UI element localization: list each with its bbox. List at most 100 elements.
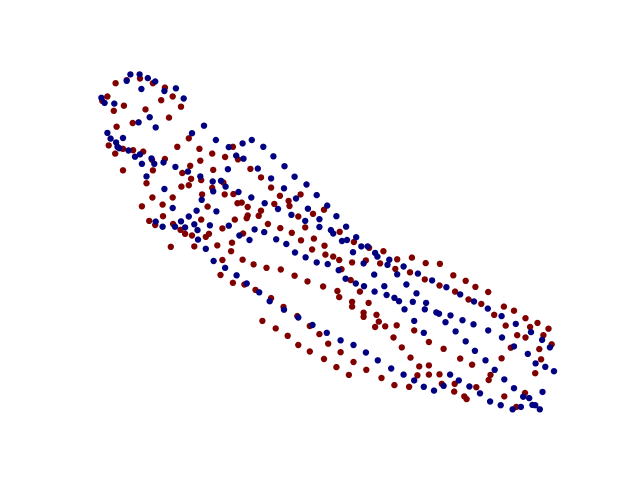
scatter-point-series1-78: [319, 283, 327, 290]
scatter-point-series2-146: [443, 284, 450, 291]
scatter-point-series1-202: [272, 325, 279, 332]
scatter-point-series2-83: [388, 365, 395, 372]
scatter-point-series2-21: [138, 160, 146, 167]
scatter-point-series1-112: [325, 340, 332, 347]
scatter-point-series2-12: [180, 95, 187, 102]
scatter-point-series2-26: [169, 204, 176, 212]
scatter-point-series1-146: [322, 251, 329, 258]
scatter-point-series1-104: [229, 279, 237, 286]
scatter-point-series2-128: [452, 328, 459, 335]
scatter-point-series2-106: [233, 152, 240, 159]
scatter-point-series1-21: [165, 114, 173, 121]
scatter-point-series1-1: [104, 93, 111, 100]
scatter-point-series2-36: [225, 222, 232, 229]
scatter-point-series1-16: [110, 107, 118, 115]
scatter-point-series1-7: [169, 93, 176, 100]
scatter-point-series1-114: [350, 358, 357, 366]
scatter-point-series2-14: [107, 135, 114, 142]
scatter-point-series2-122: [394, 271, 401, 278]
scatter-point-series2-28: [159, 223, 166, 230]
scatter-point-series2-20: [152, 124, 159, 131]
scatter-point-series1-58: [522, 315, 529, 322]
scatter-point-series2-67: [539, 388, 546, 396]
scatter-point-series1-99: [243, 215, 250, 222]
scatter-point-series1-68: [468, 361, 476, 368]
scatter-point-series2-184: [338, 237, 346, 245]
scatter-point-series2-31: [181, 224, 189, 231]
scatter-point-series1-32: [188, 232, 196, 239]
scatter-point-series1-93: [187, 162, 194, 169]
scatter-point-series1-140: [406, 269, 414, 276]
scatter-point-series2-173: [200, 122, 208, 129]
scatter-point-series2-62: [510, 343, 518, 350]
scatter-point-series2-49: [352, 280, 359, 287]
scatter-point-series1-176: [276, 192, 284, 199]
scatter-point-series2-162: [222, 183, 229, 190]
scatter-point-series2-108: [248, 136, 255, 144]
scatter-point-series1-79: [304, 278, 311, 285]
scatter-point-series2-176: [240, 155, 247, 162]
scatter-point-series2-121: [384, 261, 391, 268]
scatter-point-series2-151: [371, 249, 379, 257]
scatter-point-series2-180: [292, 195, 300, 202]
scatter-point-series2-138: [546, 344, 554, 351]
scatter-point-series2-116: [333, 213, 340, 220]
scatter-point-series2-54: [409, 298, 416, 305]
scatter-point-series2-52: [383, 291, 390, 299]
scatter-point-series2-109: [260, 143, 267, 150]
scatter-point-series1-145: [336, 256, 343, 264]
scatter-point-series2-142: [498, 312, 505, 320]
scatter-point-series1-40: [285, 197, 292, 205]
scatter-point-series1-168: [196, 145, 203, 152]
scatter-point-series2-183: [327, 226, 335, 234]
scatter-point-series1-76: [348, 298, 356, 305]
scatter-point-series1-121: [436, 371, 443, 378]
scatter-point-series2-2: [136, 71, 143, 78]
scatter-point-series1-175: [267, 184, 275, 191]
scatter-point-series2-135: [520, 393, 527, 400]
scatter-point-series1-27: [159, 213, 167, 220]
scatter-point-series1-49: [408, 254, 416, 261]
scatter-point-series1-48: [394, 256, 401, 263]
scatter-point-series2-85: [362, 349, 370, 356]
scatter-point-series1-113: [337, 349, 344, 356]
scatter-point-series2-103: [210, 188, 217, 195]
scatter-point-series2-136: [529, 401, 536, 409]
scatter-point-series2-143: [484, 305, 491, 312]
scatter-point-series1-63: [532, 370, 539, 377]
scatter-point-series2-32: [185, 213, 192, 220]
scatter-point-series1-82: [263, 264, 270, 271]
scatter-point-series2-29: [171, 223, 179, 230]
scatter-point-series1-52: [450, 272, 457, 279]
scatter-point-series2-22: [131, 153, 139, 160]
scatter-point-series1-179: [302, 224, 309, 231]
scatter-point-series2-148: [414, 270, 422, 277]
scatter-point-series2-158: [274, 205, 282, 213]
scatter-point-series2-40: [261, 228, 268, 236]
scatter-point-series1-69: [457, 355, 464, 362]
scatter-point-series1-185: [356, 288, 364, 295]
scatter-point-series1-18: [142, 106, 149, 113]
scatter-point-series1-131: [526, 323, 534, 331]
scatter-point-series2-163: [209, 178, 216, 185]
scatter-point-series1-137: [451, 288, 459, 295]
scatter-point-series2-53: [395, 298, 403, 305]
scatter-point-series1-191: [407, 354, 414, 361]
scatter-point-series2-139: [538, 336, 546, 344]
scatter-point-series2-153: [343, 236, 351, 244]
scatter-point-series1-205: [306, 348, 313, 355]
scatter-point-series1-128: [522, 334, 529, 341]
scatter-point-series1-25: [146, 217, 153, 225]
scatter-point-series2-191: [411, 317, 418, 325]
scatter-point-series2-25: [161, 185, 168, 193]
scatter-point-series2-149: [400, 263, 407, 270]
scatter-point-series1-163: [143, 180, 150, 187]
scatter-point-series1-125: [487, 371, 494, 379]
scatter-point-series1-206: [320, 355, 328, 363]
scatter-point-series2-55: [421, 306, 428, 313]
scatter-point-series2-50: [360, 283, 368, 290]
scatter-point-series1-192: [416, 363, 423, 370]
scatter-point-series1-159: [178, 183, 185, 190]
scatter-point-series2-79: [430, 387, 438, 394]
scatter-point-series1-62: [537, 356, 545, 363]
